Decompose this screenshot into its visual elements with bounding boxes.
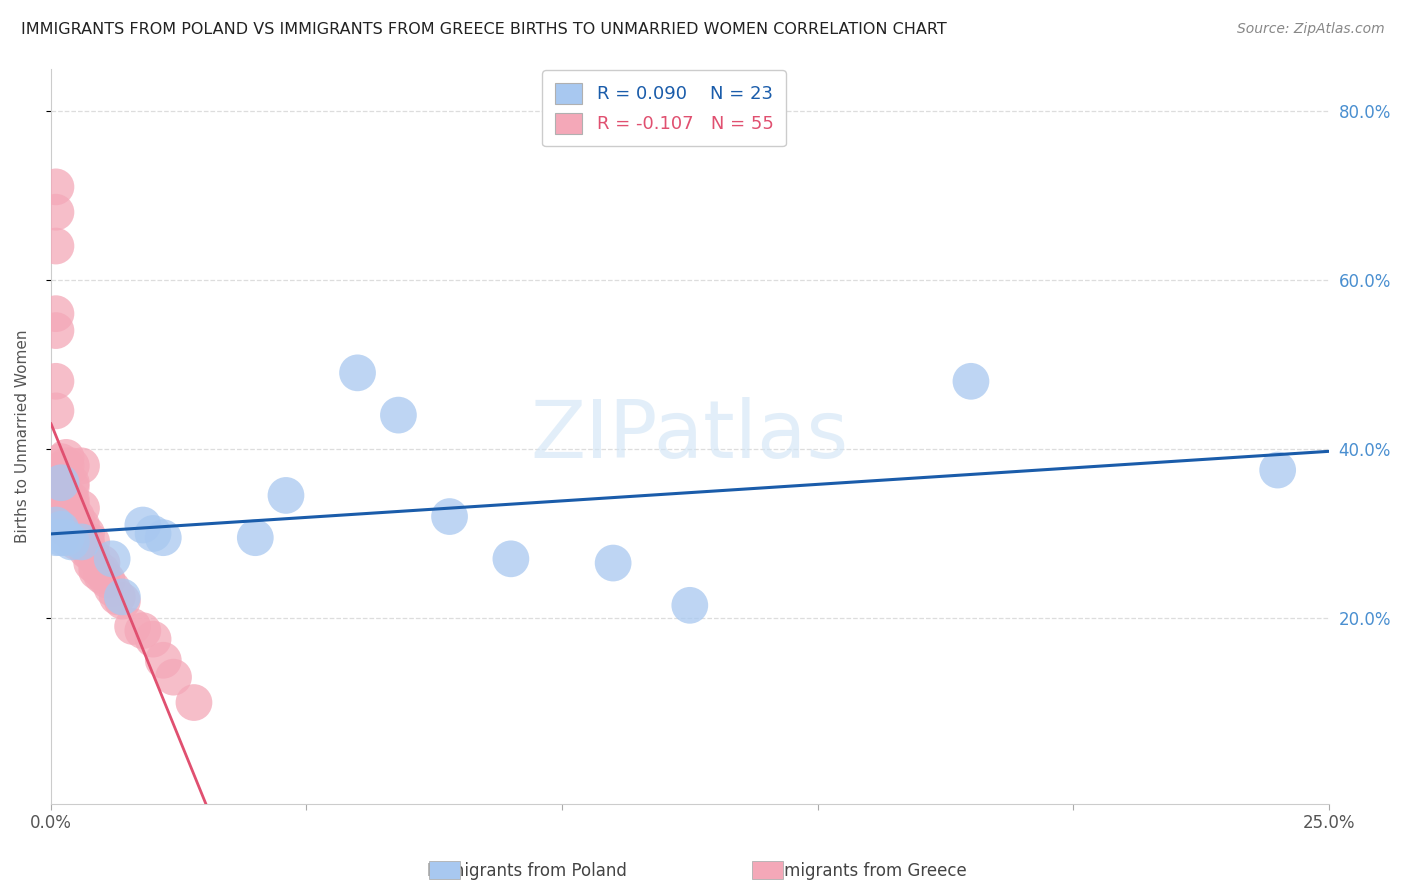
Point	[111, 590, 134, 604]
Point	[65, 518, 87, 533]
Point	[45, 179, 67, 194]
Point	[60, 480, 83, 494]
Point	[55, 501, 77, 516]
Point	[91, 565, 114, 579]
Point	[49, 522, 72, 536]
Point	[183, 696, 205, 710]
Point	[45, 374, 67, 388]
Point	[60, 497, 83, 511]
Point	[70, 518, 93, 533]
Point	[49, 475, 72, 490]
Point	[49, 531, 72, 545]
Point	[70, 501, 93, 516]
Point	[91, 568, 114, 582]
Point	[132, 518, 155, 533]
Point	[142, 526, 165, 541]
Point	[76, 543, 98, 558]
Point	[65, 509, 87, 524]
Text: Source: ZipAtlas.com: Source: ZipAtlas.com	[1237, 22, 1385, 37]
Text: Immigrants from Greece: Immigrants from Greece	[763, 862, 966, 880]
Point	[101, 582, 124, 596]
Point	[55, 531, 77, 545]
Point	[60, 492, 83, 507]
Point	[142, 632, 165, 647]
Point	[60, 458, 83, 473]
Point	[65, 526, 87, 541]
Point	[80, 535, 103, 549]
Point	[60, 535, 83, 549]
Point	[439, 509, 461, 524]
Point	[70, 535, 93, 549]
Point	[70, 531, 93, 545]
Point	[80, 556, 103, 570]
Point	[45, 307, 67, 321]
Point	[49, 505, 72, 519]
Point	[49, 463, 72, 477]
Point	[65, 531, 87, 545]
Point	[105, 590, 128, 604]
Point	[70, 458, 93, 473]
Point	[387, 408, 409, 422]
Point	[86, 560, 108, 574]
Point	[499, 551, 522, 566]
Point	[55, 522, 77, 536]
Point	[45, 404, 67, 418]
Point	[45, 531, 67, 545]
Legend: R = 0.090    N = 23, R = -0.107   N = 55: R = 0.090 N = 23, R = -0.107 N = 55	[543, 70, 786, 146]
Text: IMMIGRANTS FROM POLAND VS IMMIGRANTS FROM GREECE BIRTHS TO UNMARRIED WOMEN CORRE: IMMIGRANTS FROM POLAND VS IMMIGRANTS FRO…	[21, 22, 946, 37]
Point	[49, 480, 72, 494]
Point	[96, 573, 118, 587]
Point	[132, 624, 155, 638]
Point	[49, 497, 72, 511]
Point	[49, 475, 72, 490]
Text: ZIPatlas: ZIPatlas	[530, 397, 849, 475]
Point	[45, 324, 67, 338]
Point	[55, 488, 77, 502]
Point	[60, 475, 83, 490]
Point	[65, 535, 87, 549]
Point	[55, 450, 77, 465]
Point	[91, 556, 114, 570]
Point	[111, 594, 134, 608]
Point	[45, 205, 67, 219]
Point	[80, 548, 103, 562]
Point	[45, 239, 67, 253]
Point	[679, 599, 702, 613]
Y-axis label: Births to Unmarried Women: Births to Unmarried Women	[15, 329, 30, 543]
Point	[55, 458, 77, 473]
Point	[245, 531, 267, 545]
Point	[76, 526, 98, 541]
Point	[162, 670, 184, 684]
Point	[152, 531, 174, 545]
Text: Immigrants from Poland: Immigrants from Poland	[427, 862, 627, 880]
Point	[45, 518, 67, 533]
Point	[55, 509, 77, 524]
Point	[274, 488, 297, 502]
Point	[49, 488, 72, 502]
Point	[49, 455, 72, 469]
Point	[152, 653, 174, 667]
Point	[346, 366, 368, 380]
Point	[101, 551, 124, 566]
Point	[602, 556, 624, 570]
Point	[76, 535, 98, 549]
Point	[86, 565, 108, 579]
Point	[960, 374, 983, 388]
Point	[1267, 463, 1289, 477]
Point	[121, 619, 143, 633]
